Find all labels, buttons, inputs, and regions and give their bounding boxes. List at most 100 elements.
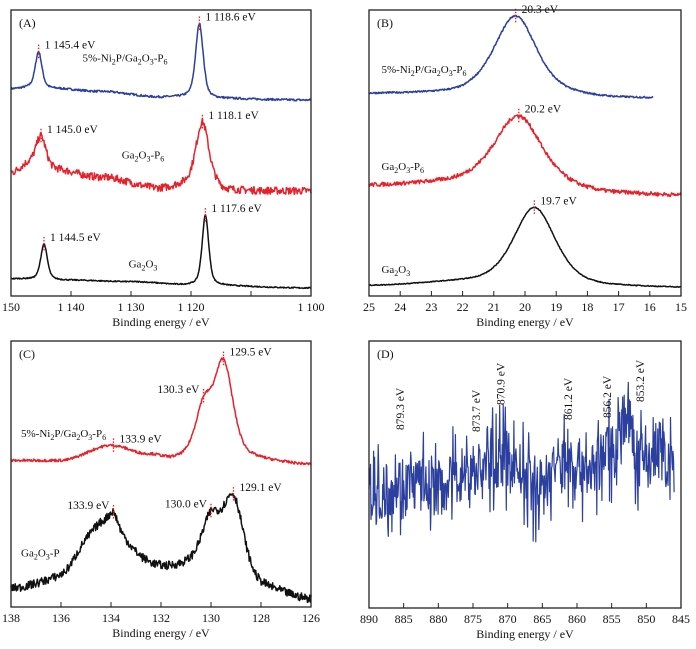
subscript: 6 — [463, 69, 467, 78]
x-tick-label: 126 — [302, 611, 320, 625]
subscript: 3 — [46, 552, 50, 561]
subscript: 6 — [102, 433, 106, 442]
text-span: O — [441, 64, 449, 76]
text-span: O — [398, 161, 406, 173]
x-tick-label: 855 — [603, 612, 621, 626]
x-tick-label: 21 — [488, 300, 500, 314]
text-span: O — [80, 428, 88, 440]
x-tick-label: 880 — [429, 612, 447, 626]
subscript: 3 — [88, 433, 92, 442]
peak-label: 1 145.0 eV — [47, 124, 98, 136]
peak-label: 133.9 eV — [120, 433, 163, 445]
subscript: 3 — [147, 155, 151, 164]
x-tick-label: 134 — [102, 611, 120, 625]
plot-frame — [368, 340, 682, 609]
x-tick-label: 865 — [533, 612, 551, 626]
series-line — [368, 14, 654, 99]
panel-d: 879.3 eV 873.7 eV 870.9 eV 861.2 eV 856.2 eV… — [360, 340, 690, 641]
subscript: 2 — [138, 57, 142, 66]
panel-tag: (D) — [377, 347, 394, 361]
x-tick-label: 1 140 — [58, 300, 85, 314]
series-label: Ga2O3 — [381, 264, 410, 278]
series-line — [368, 381, 675, 543]
x-axis-label: Binding energy / eV — [476, 627, 574, 641]
peak-label: 129.5 eV — [230, 347, 273, 359]
subscript: 2 — [437, 69, 441, 78]
text-span: P/Ga — [54, 428, 76, 440]
subscript: 6 — [420, 166, 424, 175]
plot-frame — [368, 9, 682, 297]
x-tick-label: 138 — [2, 611, 20, 625]
text-span: O — [145, 258, 153, 270]
peak-label: 853.2 eV — [635, 359, 647, 402]
subscript: 2 — [112, 57, 116, 66]
x-tick-label: 860 — [568, 612, 586, 626]
x-tick-label: 890 — [360, 612, 378, 626]
subscript: 6 — [164, 57, 168, 66]
series-label: 5%-Ni2P/Ga2O3-P6 — [381, 64, 466, 78]
text-span: P/Ga — [415, 64, 437, 76]
x-tick-label: 150 — [2, 300, 20, 314]
text-span: 5%-Ni — [82, 52, 111, 64]
peak-label: 1 118.6 eV — [205, 12, 256, 24]
series-line — [10, 23, 312, 102]
peak-label: 130.0 eV — [165, 499, 208, 511]
series-label: Ga2O3-P6 — [381, 161, 424, 175]
x-tick-label: 132 — [152, 611, 170, 625]
text-span: Ga — [21, 547, 34, 559]
text-span: Ga — [381, 161, 394, 173]
series-label: 5%-Ni2P/Ga2O3-P6 — [21, 428, 106, 442]
peak-label: 1 117.6 eV — [211, 203, 262, 215]
subscript: 2 — [411, 69, 415, 78]
x-tick-label: 875 — [464, 612, 482, 626]
peak-label: 856.2 eV — [602, 375, 614, 418]
text-span: O — [38, 547, 46, 559]
panel-a: 5%-Ni2P/Ga2O3-P61 145.4 eV1 118.6 eVGa2O… — [2, 9, 325, 329]
text-span: -P — [453, 64, 463, 76]
peak-label: 870.9 eV — [496, 362, 508, 405]
text-span: -P — [410, 161, 420, 173]
peak-label: 861.2 eV — [563, 377, 575, 420]
series-line — [368, 206, 682, 288]
x-tick-label: 24 — [394, 300, 406, 314]
panel-tag: (C) — [19, 347, 35, 361]
x-tick-label: 20 — [519, 300, 531, 314]
peak-label: 19.7 eV — [540, 195, 577, 207]
subscript: 3 — [406, 269, 410, 278]
text-span: Ga — [129, 258, 142, 270]
series-label: Ga2O3-P6 — [122, 150, 165, 164]
peak-label: 1 118.1 eV — [208, 110, 259, 122]
series-line — [10, 492, 312, 604]
text-span: O — [139, 150, 147, 162]
subscript: 3 — [406, 166, 410, 175]
series-line — [10, 356, 312, 466]
subscript: 2 — [50, 433, 54, 442]
x-axis-label: Binding energy / eV — [476, 315, 574, 329]
subscript: 2 — [34, 552, 38, 561]
text-span: -P — [151, 150, 161, 162]
plot-frame — [10, 9, 312, 297]
panel-tag: (A) — [19, 16, 36, 30]
text-span: O — [398, 264, 406, 276]
subscript: 2 — [76, 433, 80, 442]
subscript: 6 — [160, 155, 164, 164]
x-tick-label: 128 — [252, 611, 270, 625]
series-line — [368, 114, 682, 198]
x-tick-label: 17 — [613, 300, 625, 314]
x-tick-label: 850 — [637, 612, 655, 626]
text-span: 5%-Ni — [381, 64, 410, 76]
subscript: 3 — [153, 263, 157, 272]
x-tick-label: 19 — [550, 300, 562, 314]
x-tick-label: 16 — [644, 300, 656, 314]
text-span: Ga — [381, 264, 394, 276]
series-label: Ga2O3-P — [21, 547, 60, 561]
subscript: 2 — [135, 155, 139, 164]
peak-label: 20.2 eV — [525, 104, 562, 116]
x-axis-label: Binding energy / eV — [112, 315, 210, 329]
peak-label: 873.7 eV — [471, 389, 483, 432]
text-span: P/Ga — [116, 52, 138, 64]
text-span: Ga — [122, 150, 135, 162]
x-tick-label: 23 — [425, 300, 437, 314]
